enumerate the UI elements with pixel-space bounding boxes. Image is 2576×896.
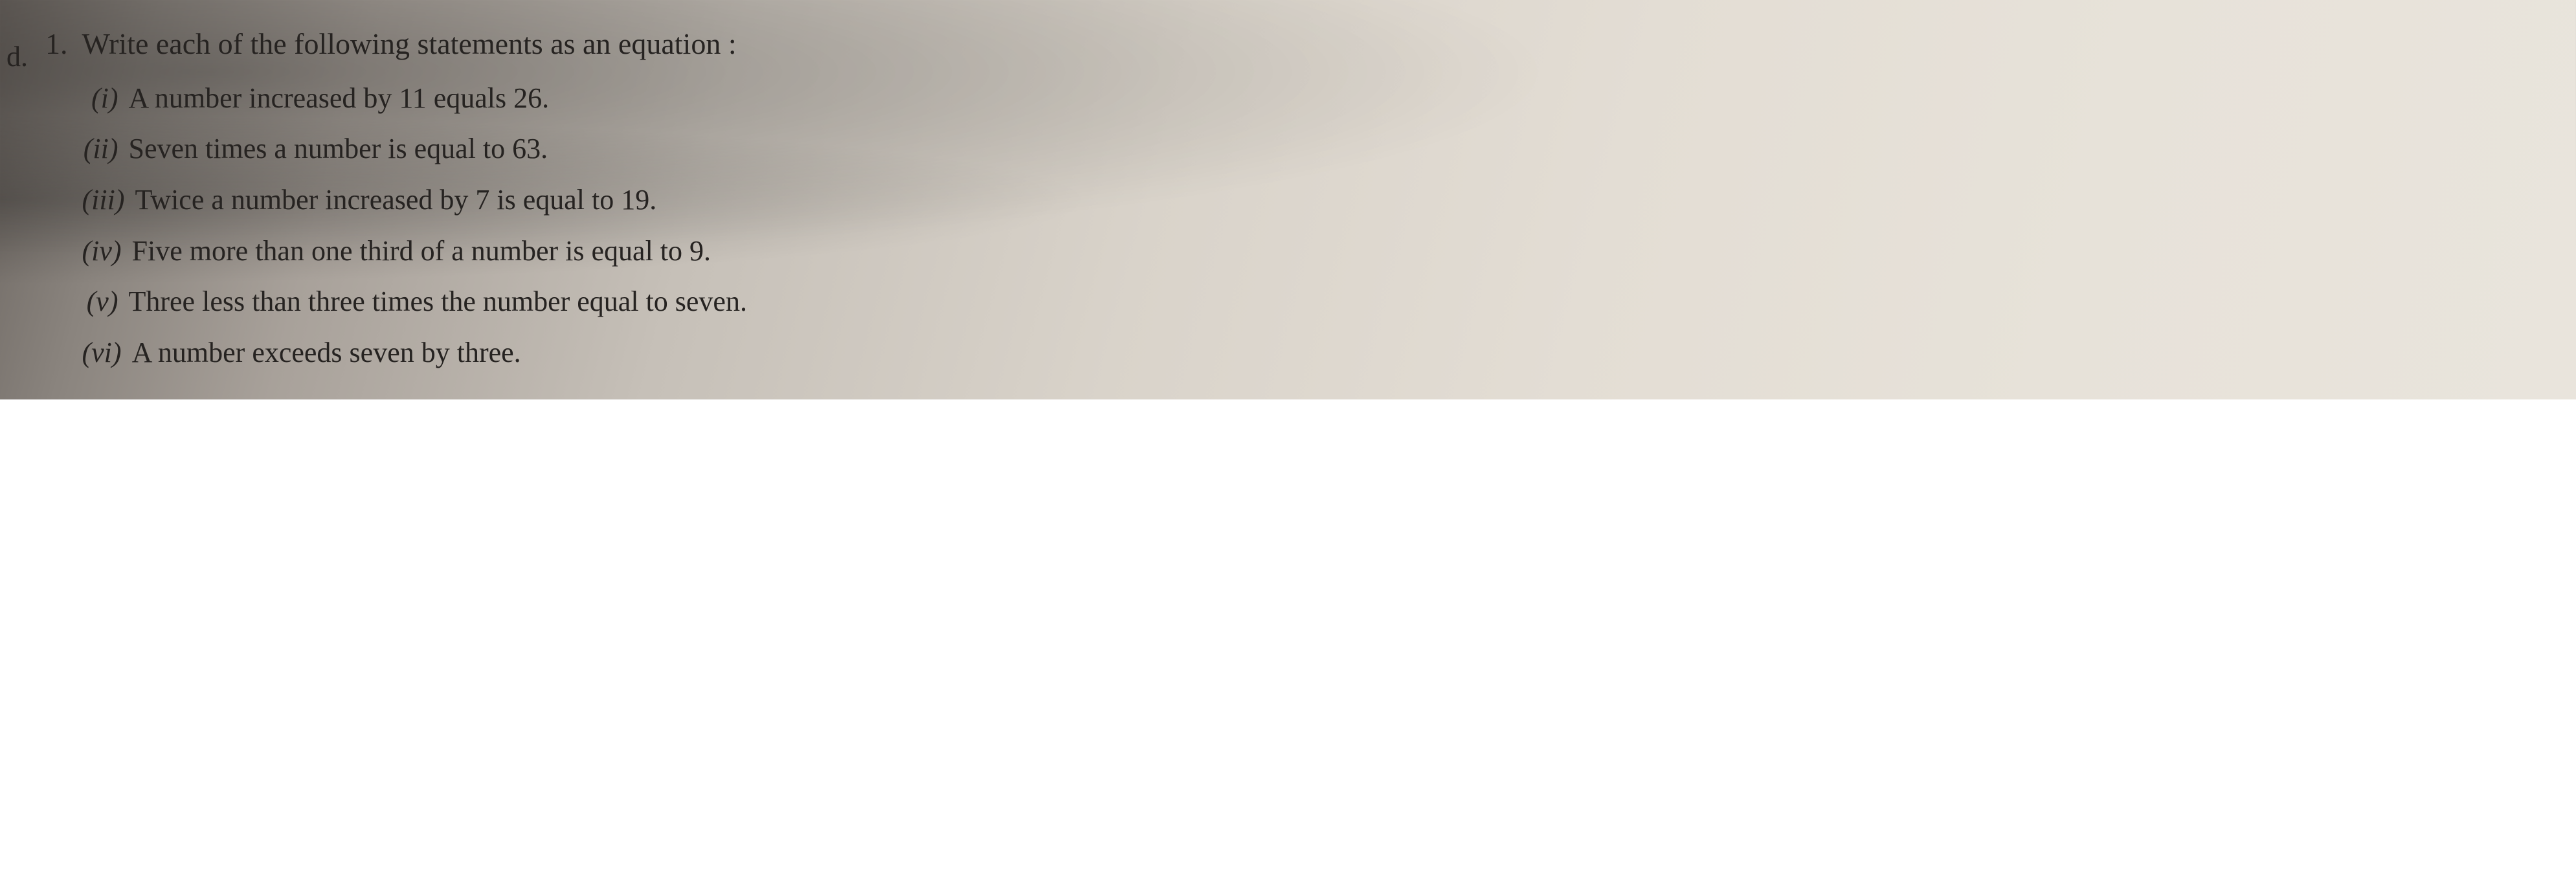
- list-item: (i) A number increased by 11 equals 26.: [82, 75, 2544, 122]
- question-block: 1. Write each of the following statement…: [45, 19, 2544, 380]
- question-number: 1.: [45, 19, 68, 69]
- item-label: (ii): [82, 126, 118, 173]
- question-items: (i) A number increased by 11 equals 26. …: [82, 75, 2544, 377]
- list-item: (vi) A number exceeds seven by three.: [82, 330, 2544, 377]
- item-text: Seven times a number is equal to 63.: [129, 126, 2544, 173]
- item-text: A number increased by 11 equals 26.: [129, 75, 2544, 122]
- item-text: Three less than three times the number e…: [129, 278, 2544, 326]
- item-label: (vi): [82, 330, 122, 377]
- question-prompt: Write each of the following statements a…: [82, 19, 2544, 69]
- item-text: Five more than one third of a number is …: [132, 228, 2544, 275]
- list-item: (v) Three less than three times the numb…: [82, 278, 2544, 326]
- question-body: Write each of the following statements a…: [82, 19, 2544, 380]
- list-item: (iii) Twice a number increased by 7 is e…: [82, 177, 2544, 224]
- list-item: (ii) Seven times a number is equal to 63…: [82, 126, 2544, 173]
- left-margin-marker: d.: [6, 34, 28, 81]
- item-label: (i): [82, 75, 118, 122]
- list-item: (iv) Five more than one third of a numbe…: [82, 228, 2544, 275]
- item-label: (iii): [82, 177, 125, 224]
- item-text: A number exceeds seven by three.: [132, 330, 2544, 377]
- item-label: (iv): [82, 228, 122, 275]
- item-label: (v): [82, 278, 118, 326]
- item-text: Twice a number increased by 7 is equal t…: [135, 177, 2544, 224]
